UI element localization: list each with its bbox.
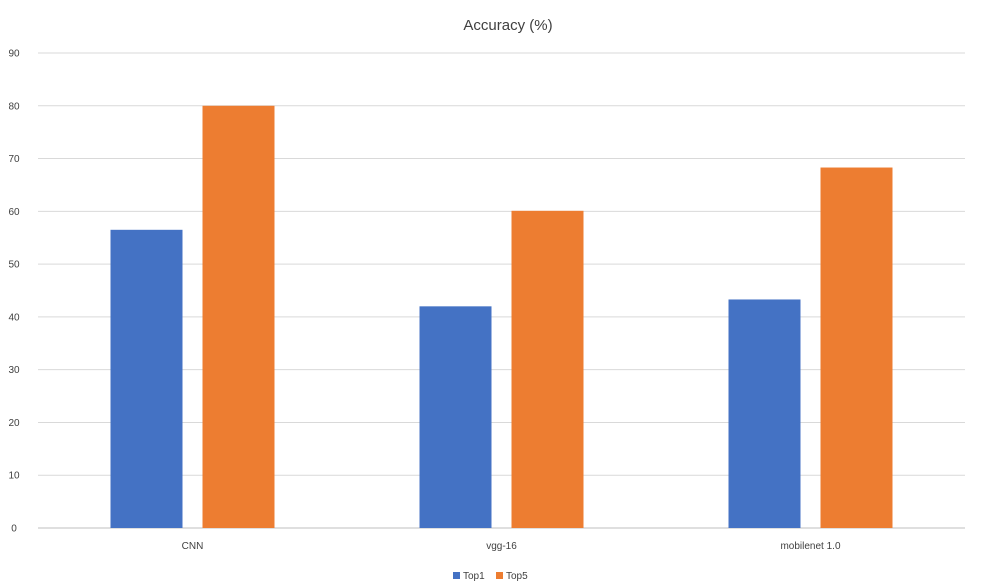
y-tick-label: 30 — [8, 365, 20, 376]
x-tick-label: vgg-16 — [486, 541, 517, 552]
bar-top1-mobilenet-1-0 — [728, 299, 801, 528]
legend-swatch-top5 — [496, 572, 503, 579]
bars — [110, 105, 893, 529]
y-tick-label: 20 — [8, 418, 20, 429]
y-tick-label: 90 — [8, 49, 20, 60]
chart-title: Accuracy (%) — [463, 17, 552, 34]
x-tick-label: CNN — [182, 541, 204, 552]
x-tick-label: mobilenet 1.0 — [780, 541, 840, 552]
legend-label-top1: Top1 — [463, 571, 485, 582]
gridlines — [38, 52, 965, 529]
y-tick-label: 10 — [8, 471, 20, 482]
legend-swatch-top1 — [453, 572, 460, 579]
y-tick-label: 60 — [8, 207, 20, 218]
bar-top5-mobilenet-1-0 — [820, 167, 893, 528]
y-axis-ticks: 0 10 20 30 40 50 60 70 80 90 — [8, 49, 20, 535]
y-tick-label: 40 — [8, 312, 20, 323]
legend: Top1 Top5 — [453, 571, 528, 582]
y-tick-label: 70 — [8, 154, 20, 165]
y-tick-label: 50 — [8, 260, 20, 271]
y-tick-label: 0 — [11, 524, 17, 535]
bar-top1-vgg-16 — [419, 306, 492, 528]
bar-top5-vgg-16 — [511, 210, 584, 529]
legend-label-top5: Top5 — [506, 571, 528, 582]
bar-top1-cnn — [110, 229, 183, 529]
y-tick-label: 80 — [8, 101, 20, 112]
x-axis-ticks: CNN vgg-16 mobilenet 1.0 — [182, 541, 841, 552]
bar-top5-cnn — [202, 105, 275, 529]
